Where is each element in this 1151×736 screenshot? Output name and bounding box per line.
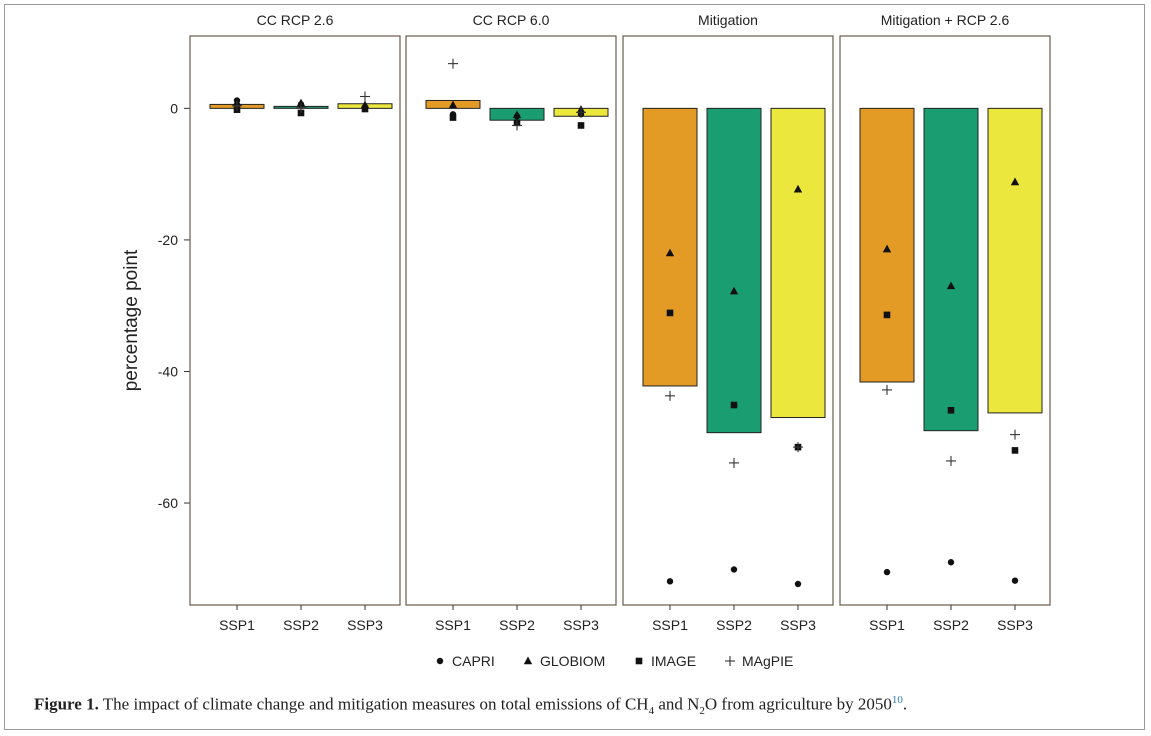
panel-0-point-image-ssp2	[297, 109, 305, 117]
panel-3-point-globiom-ssp1	[882, 244, 892, 253]
panel-1-point-magpie-ssp2	[512, 120, 522, 131]
caption-text-1: The impact of climate change and mitigat…	[98, 694, 649, 714]
panel-0-point-globiom-ssp2	[296, 98, 306, 107]
caption-sub-1: 4	[648, 705, 655, 718]
panel-2-point-capri-ssp3	[794, 580, 802, 588]
legend-marker-image	[635, 657, 643, 665]
panel-3-x-tick-label-ssp2: SSP2	[933, 617, 969, 633]
panel-3-point-globiom-ssp2	[946, 281, 956, 290]
panel-2-point-globiom-ssp1	[665, 248, 675, 257]
panel-3-bar-ssp2	[923, 107, 979, 432]
figure-caption: Figure 1. The impact of climate change a…	[34, 694, 1134, 717]
panel-3-point-magpie-ssp2	[946, 455, 956, 466]
caption-text-3: O from agriculture by 2050	[704, 694, 892, 714]
panel-2-point-magpie-ssp1	[665, 390, 675, 401]
panel-1-x-tick-label-ssp2: SSP2	[499, 617, 535, 633]
panel-3-point-capri-ssp3	[1011, 577, 1019, 584]
legend-marker-magpie	[725, 656, 735, 666]
faceted-bar-chart: percentage point 0 -20 -40 -60 CC RCP 2.6 SSP1…	[121, 12, 1051, 669]
y-tick-label-1: -20	[158, 232, 178, 248]
legend-marker-capri	[436, 657, 444, 665]
panel-1-point-globiom-ssp2	[512, 110, 522, 119]
legend-label-capri: CAPRI	[452, 653, 495, 669]
caption-citation-link[interactable]: 10	[891, 694, 903, 706]
panel-3-point-capri-ssp1	[883, 568, 891, 576]
y-tick-label-2: -40	[158, 363, 178, 379]
panel-2-bar-ssp3	[770, 107, 826, 419]
caption-label: Figure 1.	[34, 694, 99, 714]
panel-2-bar-ssp2	[706, 107, 762, 434]
caption-sub-2: 2	[699, 705, 705, 718]
panel-2-point-magpie-ssp3	[793, 442, 803, 453]
panel-2-point-globiom-ssp2	[729, 286, 739, 295]
panel-0-x-tick-label-ssp3: SSP3	[347, 617, 383, 633]
panel-1-frame	[405, 35, 617, 606]
panel-3-point-magpie-ssp3	[1010, 429, 1020, 440]
panel-2-title: Mitigation	[698, 12, 758, 28]
y-tick-label-3: -60	[158, 495, 178, 511]
panel-3-point-capri-ssp2	[947, 559, 955, 566]
panel-0-x-tick-label-ssp2: SSP2	[283, 617, 319, 633]
panel-3-point-image-ssp2	[947, 406, 955, 414]
panel-2-point-image-ssp2	[730, 401, 738, 409]
panel-1-x-tick-label-ssp3: SSP3	[563, 617, 599, 633]
panel-0-point-magpie-ssp1	[232, 100, 242, 111]
panel-1-point-magpie-ssp1	[448, 58, 458, 69]
panel-3-point-image-ssp3	[1011, 447, 1019, 454]
panel-1-point-globiom-ssp1	[448, 100, 458, 109]
panel-2-x-tick-label-ssp3: SSP3	[780, 617, 816, 633]
panel-0-point-image-ssp3	[361, 105, 369, 113]
panel-3-x-tick-label-ssp3: SSP3	[997, 617, 1033, 633]
panel-3-point-image-ssp1	[883, 311, 891, 319]
panel-0-point-magpie-ssp3	[360, 91, 370, 102]
panel-2-x-tick-label-ssp1: SSP1	[652, 617, 688, 633]
panel-0-x-tick-label-ssp1: SSP1	[219, 617, 255, 633]
panel-0-title: CC RCP 2.6	[257, 12, 334, 28]
panel-1-x-tick-label-ssp1: SSP1	[435, 617, 471, 633]
panel-0-frame	[189, 35, 401, 606]
panel-3-title: Mitigation + RCP 2.6	[881, 12, 1010, 28]
panel-2-point-capri-ssp1	[666, 578, 674, 585]
panel-1-point-image-ssp3	[577, 122, 585, 129]
y-tick-label-0: 0	[170, 100, 178, 116]
y-axis-label: percentage point	[121, 249, 142, 391]
legend-label-globiom: GLOBIOM	[540, 653, 605, 669]
panel-3-x-tick-label-ssp1: SSP1	[869, 617, 905, 633]
panel-2-point-capri-ssp2	[730, 566, 738, 573]
panel-1-title: CC RCP 6.0	[473, 12, 550, 28]
legend-label-magpie: MAgPIE	[742, 653, 793, 669]
legend-label-image: IMAGE	[651, 653, 696, 669]
panel-3-point-globiom-ssp3	[1010, 177, 1020, 186]
panel-2-point-image-ssp1	[666, 309, 674, 317]
panel-1-point-magpie-ssp3	[576, 107, 586, 118]
legend-marker-globiom	[523, 656, 533, 665]
panel-0-point-magpie-ssp2	[296, 102, 306, 113]
panel-2-x-tick-label-ssp2: SSP2	[716, 617, 752, 633]
panel-3-bar-ssp3	[987, 107, 1043, 414]
panel-2-point-globiom-ssp3	[793, 184, 803, 193]
caption-end: .	[902, 694, 908, 714]
panel-2-bar-ssp1	[642, 107, 698, 387]
caption-text-2: and N	[654, 694, 700, 714]
panel-1-point-image-ssp1	[449, 114, 457, 121]
panel-2-point-magpie-ssp2	[729, 457, 739, 468]
panel-3-point-magpie-ssp1	[882, 384, 892, 395]
